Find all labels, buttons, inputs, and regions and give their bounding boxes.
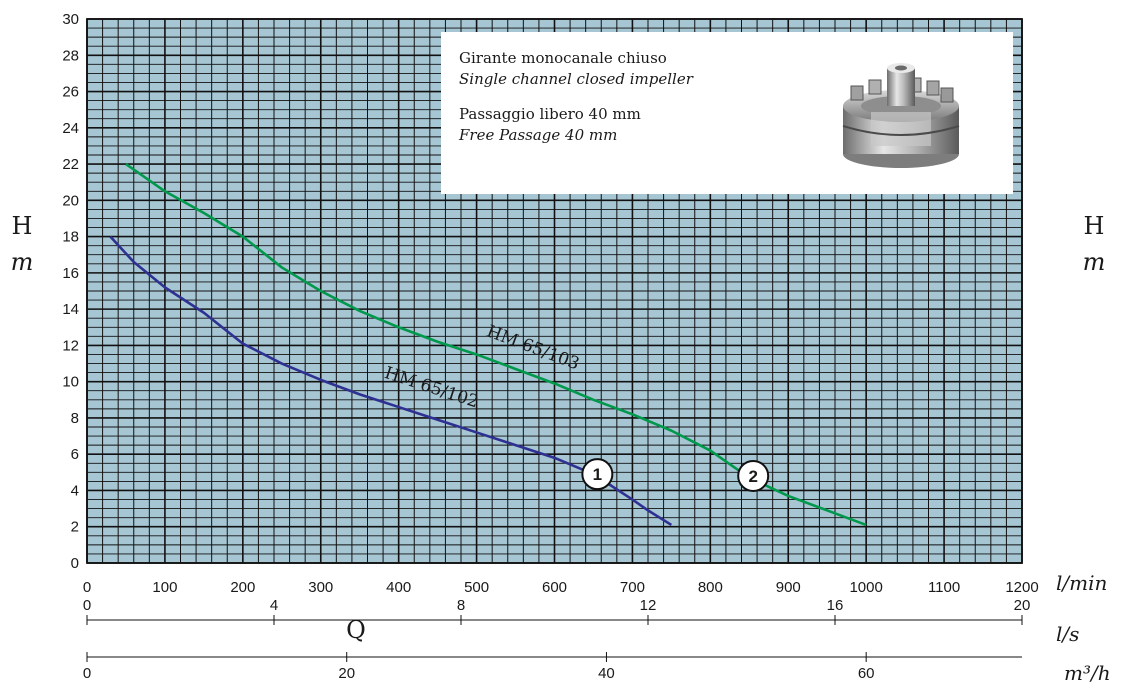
y-tick-label: 22: [62, 156, 79, 173]
ls-tick-label: 20: [1014, 597, 1031, 614]
y-axis-label-right: H: [1084, 212, 1105, 240]
y-tick-label: 14: [62, 301, 79, 318]
m3h-tick-label: 60: [858, 665, 875, 682]
m3h-tick-label: 0: [83, 665, 91, 682]
impeller-illustration-icon: [842, 63, 960, 168]
y-tick-label: 2: [71, 519, 79, 536]
curve-marker-2: [737, 459, 770, 492]
x-tick-label: 700: [620, 579, 645, 596]
ls-tick-label: 12: [640, 597, 657, 614]
curve-marker-label-1: 1: [593, 465, 602, 484]
y-tick-label: 20: [62, 192, 79, 209]
info-line-english-passage: Free Passage 40 mm: [459, 126, 618, 144]
y-tick-label: 0: [71, 555, 79, 572]
y-tick-label: 30: [62, 11, 79, 28]
impeller-info-box: Girante monocanale chiuso Single channel…: [441, 32, 1013, 194]
y-tick-label: 18: [62, 229, 79, 246]
x-tick-label: 200: [230, 579, 255, 596]
x-unit-tertiary: m³/h: [1064, 661, 1111, 685]
x-tick-label: 1200: [1005, 579, 1038, 596]
ls-tick-label: 4: [270, 597, 278, 614]
y-tick-label: 10: [62, 374, 79, 391]
curve-marker-label-2: 2: [748, 467, 757, 486]
m3h-tick-label: 40: [598, 665, 615, 682]
y-axis-unit-right: m: [1083, 248, 1106, 276]
plot-border: [86, 18, 1023, 564]
x-unit-primary: l/min: [1056, 571, 1107, 595]
ls-tick-label: 0: [83, 597, 91, 614]
y-axis-unit-left: m: [11, 248, 34, 276]
y-tick-label: 24: [62, 120, 79, 137]
y-tick-label: 16: [62, 265, 79, 282]
x-tick-label: 600: [542, 579, 567, 596]
y-tick-label: 28: [62, 47, 79, 64]
info-line-italian-impeller: Girante monocanale chiuso: [459, 49, 667, 67]
y-tick-label: 8: [71, 410, 79, 427]
y-tick-label: 6: [71, 446, 79, 463]
ls-tick-label: 16: [827, 597, 844, 614]
y-tick-label: 26: [62, 84, 79, 101]
y-axis-label-left: H: [12, 212, 33, 240]
x-tick-label: 300: [308, 579, 333, 596]
y-tick-label: 4: [71, 482, 79, 499]
info-line-italian-passage: Passaggio libero 40 mm: [459, 105, 641, 123]
info-line-english-impeller: Single channel closed impeller: [459, 70, 693, 88]
y-tick-label: 12: [62, 337, 79, 354]
m3h-tick-label: 20: [338, 665, 355, 682]
x-tick-label: 1100: [928, 579, 960, 596]
x-tick-label: 100: [152, 579, 177, 596]
ls-tick-label: 8: [457, 597, 465, 614]
curve-marker-1: [581, 458, 614, 491]
x-tick-label: 500: [464, 579, 489, 596]
x-axis-label: Q: [346, 616, 366, 644]
x-unit-secondary: l/s: [1056, 622, 1079, 646]
x-tick-label: 800: [698, 579, 723, 596]
x-tick-label: 1000: [849, 579, 882, 596]
x-tick-label: 400: [386, 579, 411, 596]
x-tick-label: 0: [83, 579, 91, 596]
x-tick-label: 900: [776, 579, 801, 596]
